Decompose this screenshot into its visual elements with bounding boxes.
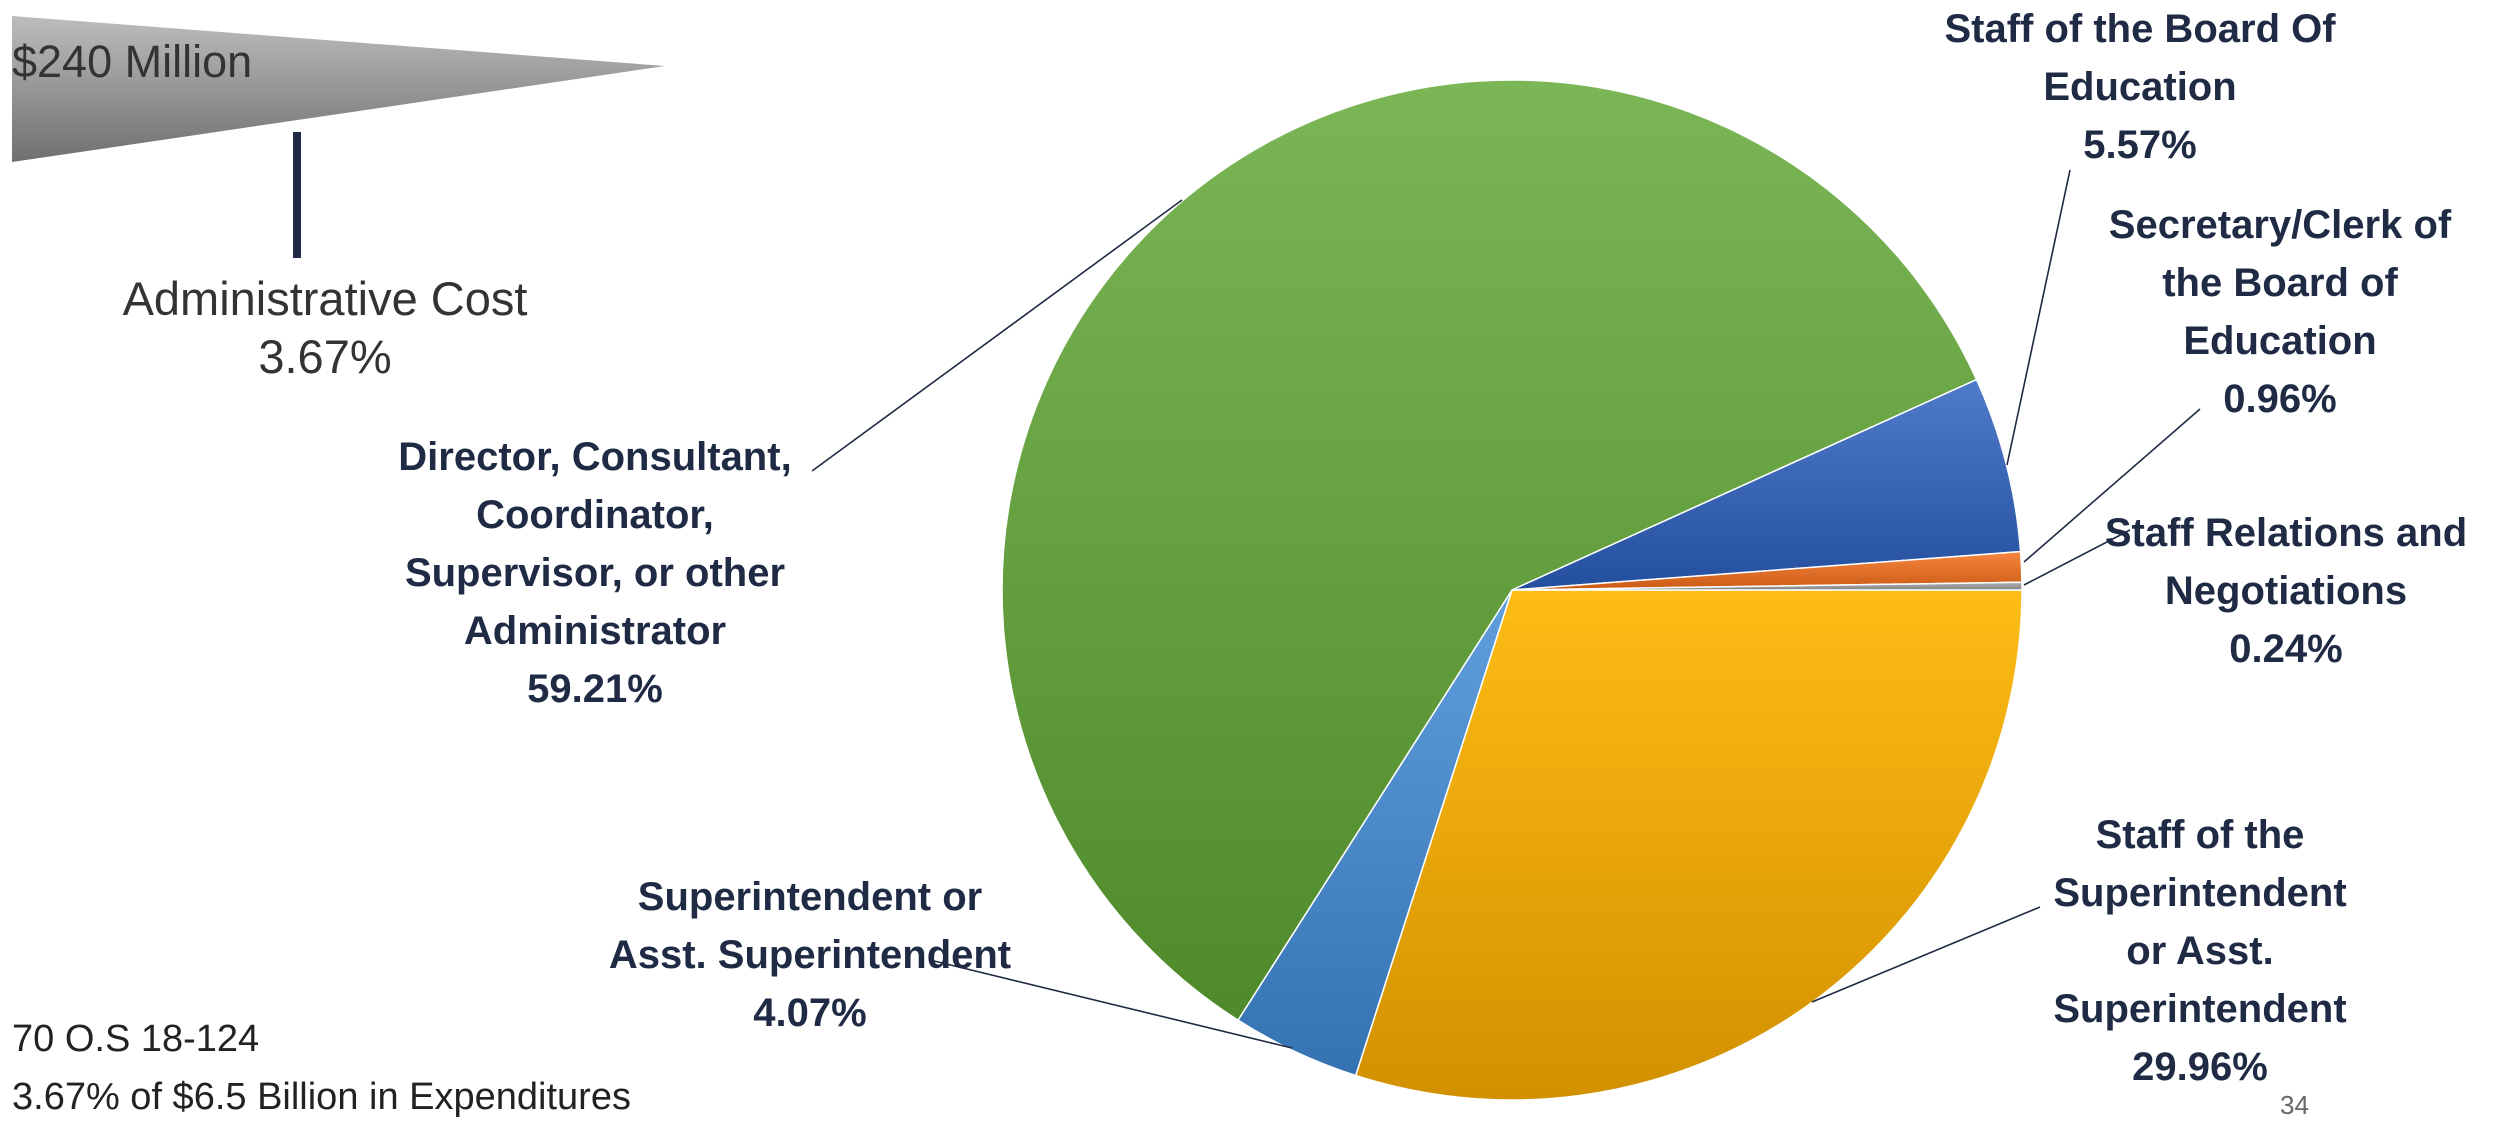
slice-label-0: Staff of the Superintendent or Asst. Superi… bbox=[1990, 806, 2410, 1096]
slice-label-line: Superintendent bbox=[2053, 871, 2347, 915]
slice-label-value: 29.96% bbox=[2132, 1045, 2268, 1089]
slice-label-line: the Board of bbox=[2162, 261, 2398, 305]
footnote-expenditures: 3.67% of $6.5 Billion in Expenditures bbox=[12, 1076, 631, 1118]
admin-cost-percent: 3.67% bbox=[258, 330, 392, 383]
callout-connector bbox=[293, 132, 301, 258]
slide-number: 34 bbox=[2280, 1090, 2309, 1120]
slice-label-value: 0.96% bbox=[2223, 377, 2337, 421]
slice-label-value: 5.57% bbox=[2083, 123, 2197, 167]
slice-label-line: Asst. Superintendent bbox=[608, 933, 1012, 977]
callout-wedge bbox=[12, 16, 665, 162]
slice-label-value: 4.07% bbox=[753, 991, 867, 1035]
leader-line-2 bbox=[811, 199, 1183, 472]
slice-label-value: 59.21% bbox=[527, 667, 663, 711]
slice-label-line: Supervisor, or other bbox=[404, 551, 786, 595]
slice-label-line: Administrator bbox=[463, 609, 727, 653]
footnote-statute: 70 O.S 18-124 bbox=[12, 1018, 260, 1060]
leader-line-4 bbox=[2023, 408, 2201, 563]
leader-line-3 bbox=[2006, 169, 2071, 466]
slice-label-line: Education bbox=[2183, 319, 2377, 363]
pie-slice-5 bbox=[1511, 581, 2023, 591]
slice-label-4: Secretary/Clerk of the Board of Education 0… bbox=[2060, 196, 2500, 428]
slice-label-line: or Asst. bbox=[2126, 929, 2274, 973]
slice-label-line: Coordinator, bbox=[476, 493, 714, 537]
leader-line-5 bbox=[2023, 529, 2131, 586]
leader-line-1 bbox=[929, 959, 1293, 1049]
slice-label-line: Director, Consultant, bbox=[398, 435, 792, 479]
pie-slice-3 bbox=[1511, 378, 2022, 591]
slice-label-value: 0.24% bbox=[2229, 627, 2343, 671]
admin-cost-label: Administrative Cost 3.67% bbox=[40, 270, 610, 386]
slice-label-line: Staff of the bbox=[2095, 813, 2305, 857]
slice-label-2: Director, Consultant, Coordinator, Supervi… bbox=[360, 428, 830, 718]
callout-amount: $240 Million bbox=[12, 36, 253, 87]
pie-slice-2 bbox=[1001, 79, 1978, 1022]
slice-label-3: Staff of the Board Of Education 5.57% bbox=[1900, 0, 2380, 174]
slice-label-1: Superintendent or Asst. Superintendent 4.0… bbox=[560, 868, 1060, 1042]
callout-wedge-shape bbox=[12, 16, 665, 162]
slice-label-5: Staff Relations and Negotiations 0.24% bbox=[2068, 504, 2504, 678]
leader-line-0 bbox=[1811, 906, 2041, 1003]
slice-label-line: Secretary/Clerk of bbox=[2108, 203, 2452, 247]
slice-label-line: Superintendent or bbox=[637, 875, 983, 919]
slice-label-line: Negotiations bbox=[2164, 569, 2408, 613]
admin-cost-title: Administrative Cost bbox=[122, 272, 528, 325]
slice-label-line: Staff Relations and bbox=[2104, 511, 2468, 555]
slice-label-line: Staff of the Board Of bbox=[1944, 7, 2336, 51]
slice-label-line: Superintendent bbox=[2053, 987, 2347, 1031]
slice-label-line: Education bbox=[2043, 65, 2237, 109]
